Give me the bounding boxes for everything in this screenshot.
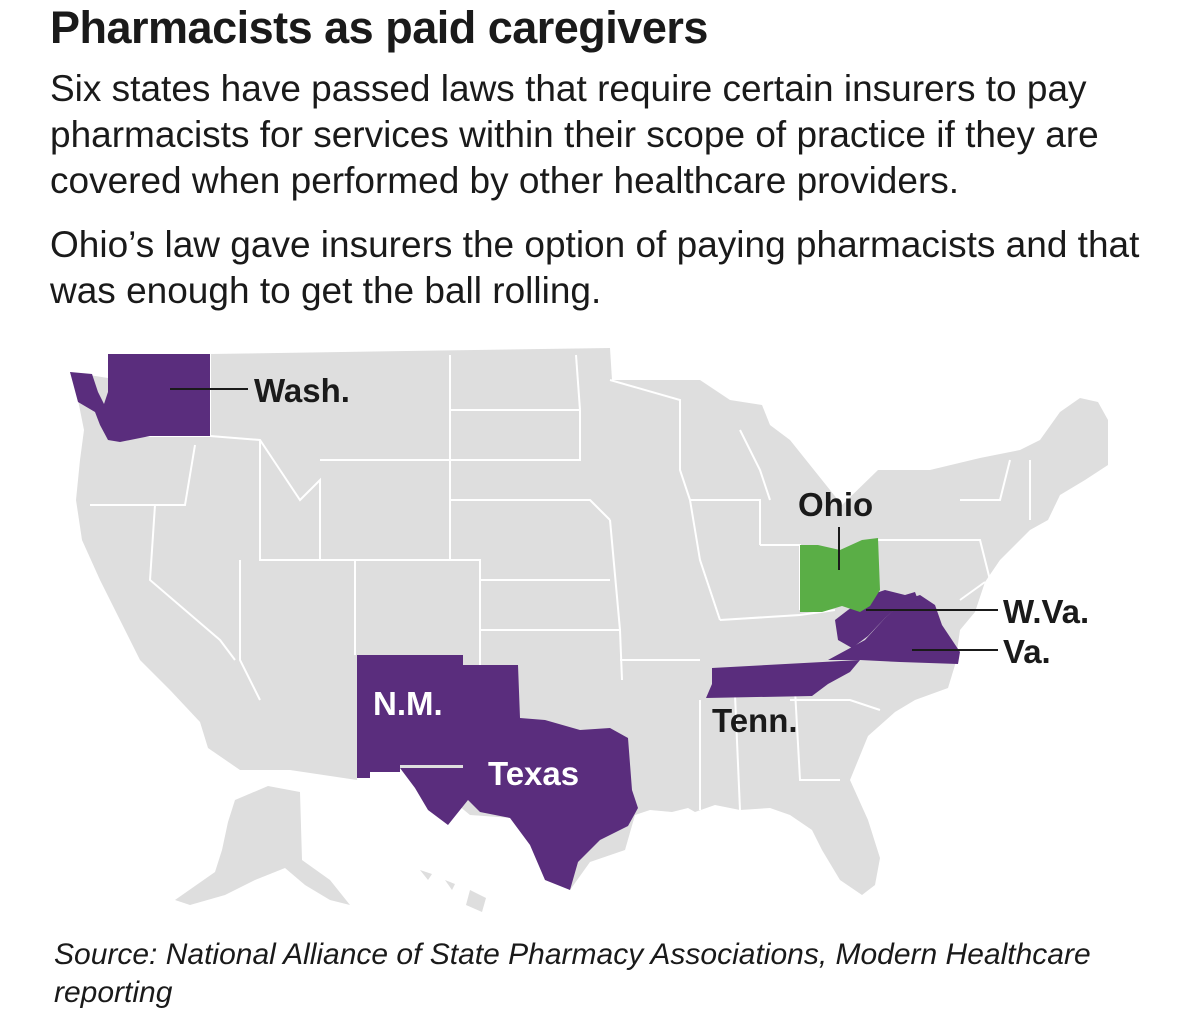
label-wash: Wash. [254,372,350,409]
ohio-paragraph: Ohio’s law gave insurers the option of p… [50,224,1140,311]
label-nm: N.M. [373,685,443,722]
state-new-mexico [357,655,463,778]
leader-lines [170,388,998,651]
label-va: Va. [1003,633,1051,670]
chart-title: Pharmacists as paid caregivers [50,2,708,53]
state-ohio [800,538,880,612]
us-map: Wash. Ohio W.Va. Va. Tenn. N.M. Texas [70,348,1108,912]
hawaii-shape [420,870,486,912]
state-west-virginia [835,590,918,648]
alaska-shape [175,786,350,905]
state-texas [400,665,638,890]
contiguous-us-shape [70,348,1108,895]
state-tennessee [706,660,860,698]
state-washington [70,354,210,442]
source-note: Source: National Alliance of State Pharm… [54,938,1091,1009]
label-ohio: Ohio [798,486,873,523]
option-states [800,538,880,612]
state-labels: Wash. Ohio W.Va. Va. Tenn. N.M. Texas [254,372,1089,792]
base-map [70,348,1108,912]
law-states [70,354,960,890]
label-tenn: Tenn. [712,702,798,739]
intro-paragraph: Six states have passed laws that require… [50,68,1099,201]
state-virginia [828,595,960,664]
label-wva: W.Va. [1003,593,1089,630]
label-texas: Texas [488,755,579,792]
